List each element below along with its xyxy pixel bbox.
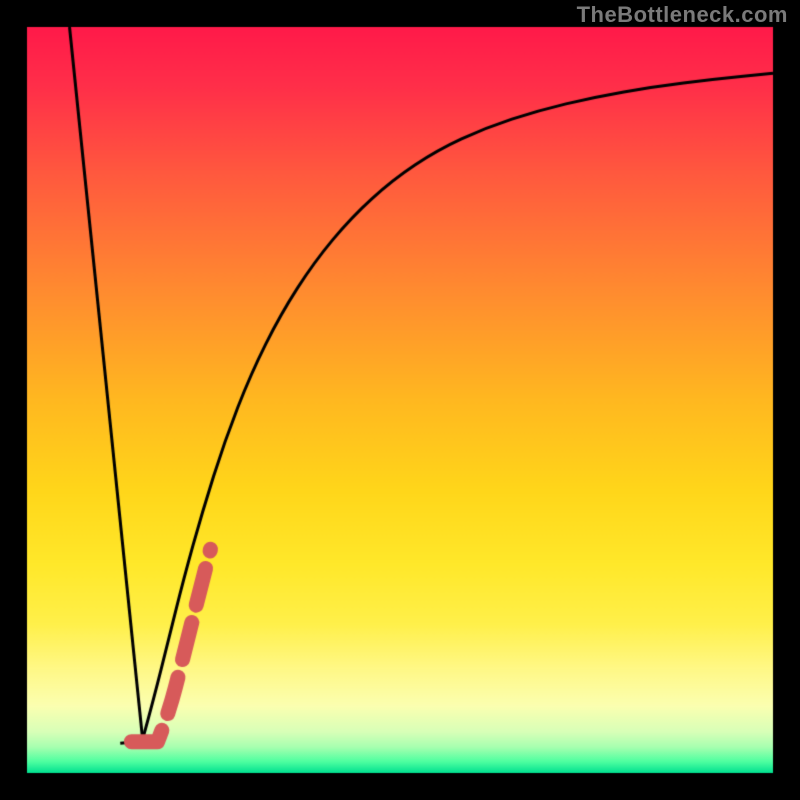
bottleneck-chart-canvas bbox=[0, 0, 800, 800]
chart-stage: TheBottleneck.com bbox=[0, 0, 800, 800]
watermark-text: TheBottleneck.com bbox=[577, 2, 788, 28]
